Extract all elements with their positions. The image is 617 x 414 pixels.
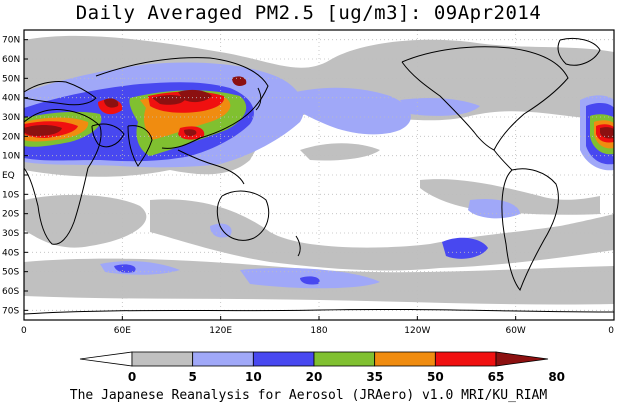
- colorbar-level-label: 80: [548, 370, 565, 384]
- latitude-label: 50N: [2, 74, 20, 84]
- longitude-label: 60W: [505, 326, 525, 336]
- arabia-coast: [91, 123, 125, 148]
- colorbar-level-label: 5: [188, 370, 196, 384]
- latitude-label: 40S: [2, 248, 19, 258]
- colorbar-segment: [192, 351, 254, 367]
- india-coast: [127, 125, 153, 167]
- central-america-coast: [493, 149, 513, 171]
- colorbar-segment: [131, 351, 194, 367]
- antarctica-coast: [24, 308, 614, 315]
- latitude-labels: 70N 60N 50N 40N 30N 20N 10N EQ 10S 20S 30S 40S 50S 60…: [2, 36, 28, 316]
- colorbar-level-label: 20: [306, 370, 323, 384]
- colorbar-segment: [374, 351, 436, 367]
- south-america-coast: [501, 168, 559, 291]
- colorbar-segment-below-0: [79, 351, 133, 367]
- colorbar-level-label: 35: [366, 370, 383, 384]
- colorbar-level-label: 0: [128, 370, 136, 384]
- longitude-labels: 0 60E 120E 180 120W 60W 0: [21, 316, 615, 336]
- map-title: Daily Averaged PM2.5 [ug/m3]: 09Apr2014: [75, 2, 542, 24]
- latitude-label: 10S: [2, 190, 19, 200]
- latitude-label: 30N: [2, 113, 20, 123]
- latitude-label: 50S: [2, 268, 19, 278]
- colorbar-level-label: 50: [427, 370, 444, 384]
- colorbar-segment-above-80: [495, 351, 549, 367]
- greenland-coast: [557, 37, 601, 66]
- coastlines: [24, 37, 614, 315]
- footer-credit: The Japanese Reanalysis for Aerosol (JRA…: [69, 388, 548, 403]
- new-zealand-coast: [295, 235, 301, 257]
- japan-coast: [255, 87, 262, 111]
- latitude-label: 60N: [2, 55, 20, 65]
- southeast-asia-coast: [177, 149, 245, 185]
- map-plot-area: [24, 30, 614, 320]
- latitude-label: 20N: [2, 132, 20, 142]
- colorbar-level-label: 10: [245, 370, 262, 384]
- latitude-label: 60S: [2, 287, 19, 297]
- europe-coast: [24, 81, 97, 106]
- longitude-label: 120E: [209, 326, 232, 336]
- longitude-label: 120W: [404, 326, 430, 336]
- australia-coast: [216, 190, 270, 241]
- colorbar-segment: [434, 351, 497, 367]
- latitude-label: 70S: [2, 306, 19, 316]
- longitude-label: 0: [608, 326, 614, 336]
- latitude-label: 30S: [2, 229, 19, 239]
- colorbar-level-label: 65: [488, 370, 505, 384]
- longitude-label: 180: [310, 326, 327, 336]
- asia-coast: [95, 57, 269, 149]
- longitude-label: 0: [21, 326, 27, 336]
- colorbar-segment: [313, 351, 376, 367]
- africa-coast: [24, 109, 102, 245]
- latitude-label: 70N: [2, 36, 20, 46]
- latitude-label: 20S: [2, 210, 19, 220]
- colorbar-segment: [252, 351, 315, 367]
- colorbar: 0 5 10 20 35 50 65 80: [79, 351, 565, 384]
- latitude-label: 10N: [2, 152, 20, 162]
- latitude-label: 40N: [2, 94, 20, 104]
- latitude-label: EQ: [2, 171, 15, 181]
- north-america-coast: [401, 46, 569, 151]
- longitude-label: 60E: [114, 326, 131, 336]
